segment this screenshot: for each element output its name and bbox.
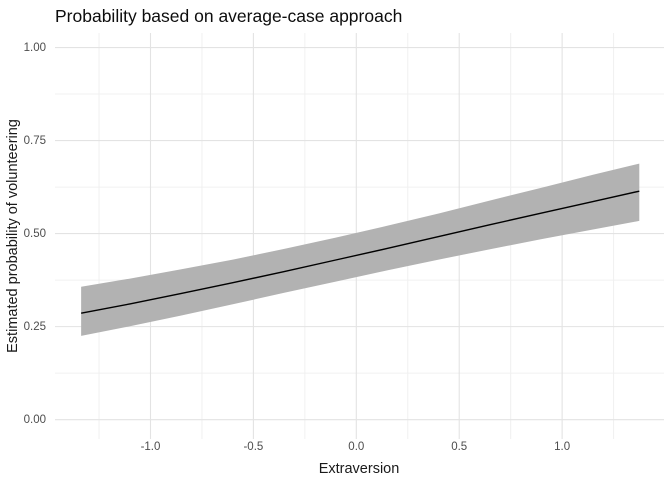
fitted-line <box>81 190 640 314</box>
y-tick-label: 0.50 <box>23 227 46 240</box>
confidence-ribbon <box>81 163 640 336</box>
x-tick-label: 0.0 <box>348 441 365 453</box>
x-tick-label: -1.0 <box>140 441 161 453</box>
y-tick-label: 1.00 <box>23 41 46 54</box>
plot-panel <box>55 33 664 439</box>
y-axis-title: Estimated probability of volunteering <box>5 119 21 353</box>
chart-title: Probability based on average-case approa… <box>55 6 403 26</box>
x-tick-label: -0.5 <box>243 441 264 453</box>
x-tick-label: 1.0 <box>554 441 571 453</box>
x-axis-title: Extraversion <box>318 461 400 477</box>
y-tick-label: 0.00 <box>23 413 46 426</box>
x-tick-label: 0.5 <box>451 441 468 453</box>
y-tick-label: 0.75 <box>23 134 46 147</box>
y-tick-label: 0.25 <box>23 320 46 333</box>
